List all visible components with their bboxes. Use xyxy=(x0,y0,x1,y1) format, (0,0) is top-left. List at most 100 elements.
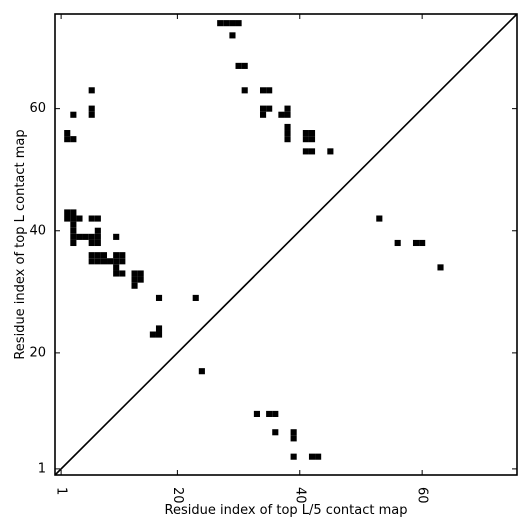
upper-contact-cell xyxy=(70,233,77,240)
upper-contact-cell xyxy=(113,264,120,271)
upper-contact-cell xyxy=(70,227,77,234)
upper-contact-cell xyxy=(113,233,120,240)
lower-contact-cell xyxy=(394,239,401,247)
x-tick-label: 20 xyxy=(170,487,185,504)
upper-contact-cell xyxy=(88,239,95,247)
upper-contact-cell xyxy=(94,233,101,240)
upper-contact-cell xyxy=(259,111,267,118)
upper-contact-cell xyxy=(308,148,316,155)
upper-contact-cell xyxy=(155,331,163,338)
lower-contact-cell xyxy=(266,410,273,417)
upper-contact-cell xyxy=(94,258,101,265)
contact-cells xyxy=(64,20,444,460)
upper-contact-cell xyxy=(235,20,242,27)
upper-contact-cell xyxy=(76,233,83,240)
upper-contact-cell xyxy=(64,136,71,143)
upper-contact-cell xyxy=(82,233,89,240)
x-tick-label: 40 xyxy=(292,487,307,504)
y-tick-label: 60 xyxy=(29,101,46,116)
x-axis-label: Residue index of top L/5 contact map xyxy=(165,503,408,518)
upper-contact-cell xyxy=(88,111,95,118)
upper-contact-cell xyxy=(88,252,95,259)
axis-ticks xyxy=(55,14,517,475)
upper-contact-cell xyxy=(284,111,291,118)
upper-contact-cell xyxy=(64,130,71,137)
upper-contact-cell xyxy=(88,105,95,112)
upper-contact-cell xyxy=(235,62,242,69)
plot-frame xyxy=(54,13,518,476)
x-tick-label: 1 xyxy=(54,487,69,495)
upper-contact-cell xyxy=(113,252,120,259)
upper-contact-cell xyxy=(88,215,95,222)
upper-contact-cell xyxy=(107,258,114,265)
upper-contact-cell xyxy=(137,276,144,283)
upper-contact-cell xyxy=(302,136,309,143)
upper-contact-cell xyxy=(70,136,77,143)
lower-contact-cell xyxy=(290,429,297,436)
upper-contact-cell xyxy=(155,325,163,332)
x-tick-label: 60 xyxy=(415,487,430,504)
upper-contact-cell xyxy=(131,276,138,283)
upper-contact-cell xyxy=(100,252,108,259)
upper-contact-cell xyxy=(94,227,101,234)
lower-contact-cell xyxy=(290,435,297,442)
diagonal-line xyxy=(54,13,518,476)
lower-contact-cell xyxy=(315,453,322,460)
upper-contact-cell xyxy=(76,215,83,222)
lower-contact-cell xyxy=(412,239,420,247)
upper-contact-cell xyxy=(266,87,273,94)
upper-contact-cell xyxy=(149,331,156,338)
x-tick-labels: 1 20 40 60 xyxy=(54,487,430,504)
upper-contact-cell xyxy=(70,215,77,222)
upper-contact-cell xyxy=(88,233,95,240)
upper-contact-cell xyxy=(70,111,77,118)
lower-contact-cell xyxy=(290,453,297,460)
upper-contact-cell xyxy=(113,270,120,277)
upper-contact-cell xyxy=(155,294,163,301)
lower-contact-cell xyxy=(253,410,260,417)
upper-contact-cell xyxy=(64,215,71,222)
upper-contact-cell xyxy=(119,258,126,265)
upper-contact-cell xyxy=(308,136,316,143)
upper-contact-cell xyxy=(70,209,77,216)
upper-contact-cell xyxy=(217,20,224,27)
upper-contact-cell xyxy=(94,239,101,247)
upper-contact-cell xyxy=(241,62,248,69)
y-tick-labels: 1 20 40 60 xyxy=(29,101,46,476)
upper-contact-cell xyxy=(119,270,126,277)
upper-contact-cell xyxy=(302,130,309,137)
upper-contact-cell xyxy=(284,136,291,143)
y-tick-label: 40 xyxy=(29,223,46,238)
upper-contact-cell xyxy=(241,87,248,94)
upper-contact-cell xyxy=(113,258,120,265)
upper-contact-cell xyxy=(70,239,77,247)
y-tick-label: 20 xyxy=(29,345,46,360)
lower-contact-cell xyxy=(419,239,426,247)
upper-contact-cell xyxy=(100,258,108,265)
upper-contact-cell xyxy=(259,105,267,112)
lower-contact-cell xyxy=(272,410,279,417)
y-axis-label: Residue index of top L contact map xyxy=(13,129,28,359)
upper-contact-cell xyxy=(229,20,236,27)
upper-contact-cell xyxy=(131,282,138,289)
upper-contact-cell xyxy=(94,215,101,222)
upper-contact-cell xyxy=(70,221,77,228)
upper-contact-cell xyxy=(266,105,273,112)
upper-contact-cell xyxy=(88,87,95,94)
upper-contact-cell xyxy=(302,148,309,155)
lower-contact-cell xyxy=(376,215,383,222)
upper-contact-cell xyxy=(223,20,230,27)
lower-contact-cell xyxy=(437,264,444,271)
upper-contact-cell xyxy=(259,87,267,94)
upper-contact-cell xyxy=(327,148,334,155)
y-tick-label: 1 xyxy=(38,461,46,476)
upper-contact-cell xyxy=(229,32,236,39)
upper-contact-cell xyxy=(94,252,101,259)
upper-contact-cell xyxy=(192,294,199,301)
lower-contact-cell xyxy=(198,368,205,375)
upper-contact-cell xyxy=(64,209,71,216)
lower-contact-cell xyxy=(308,453,316,460)
upper-contact-cell xyxy=(308,130,316,137)
upper-contact-cell xyxy=(284,130,291,137)
